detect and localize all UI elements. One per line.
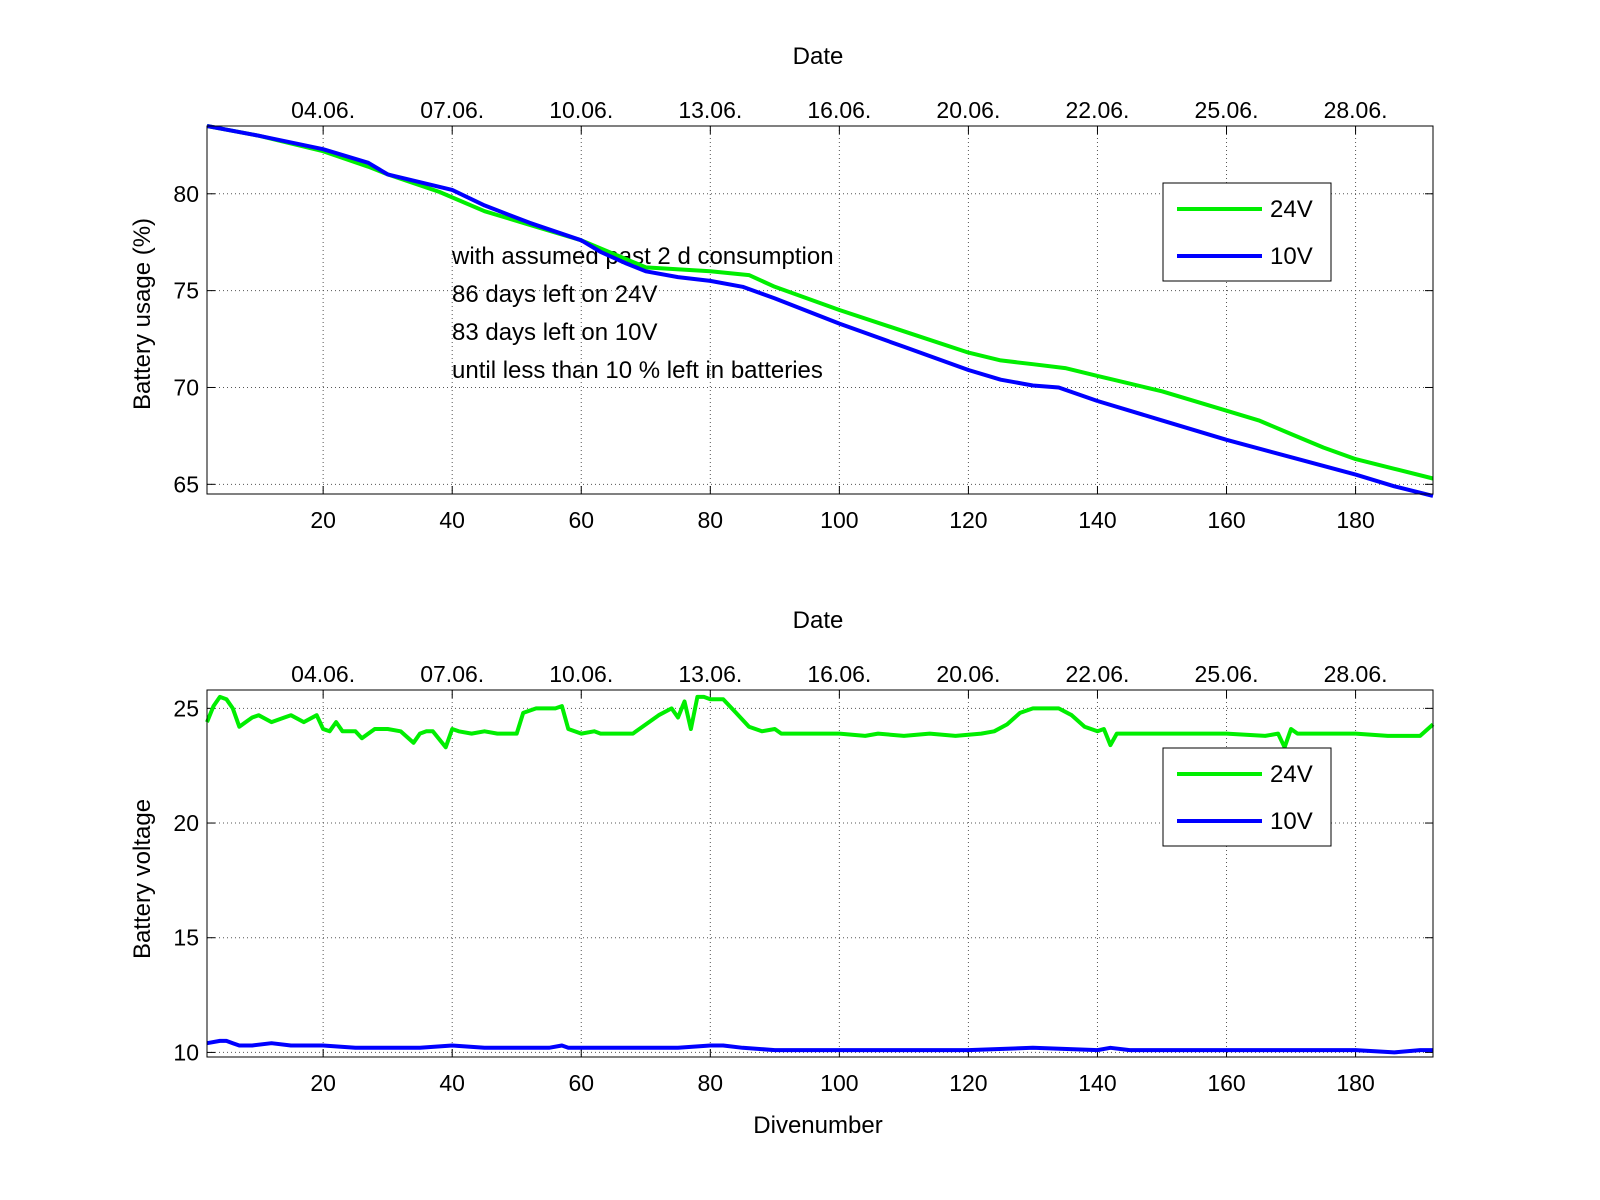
date-tick-label: 25.06. bbox=[1195, 97, 1259, 123]
usage-annotation: with assumed past 2 d consumption 86 day… bbox=[451, 243, 834, 384]
x-tick-label: 40 bbox=[439, 507, 465, 533]
usage-top-xlabel: Date bbox=[793, 43, 844, 70]
legend-label-24v: 24V bbox=[1270, 761, 1313, 788]
x-tick-label: 60 bbox=[568, 1070, 594, 1096]
legend-box bbox=[1162, 182, 1332, 282]
date-tick-label: 25.06. bbox=[1195, 661, 1259, 687]
usage-ylabel: Battery usage (%) bbox=[129, 218, 156, 410]
y-tick-label: 20 bbox=[173, 810, 199, 836]
date-tick-label: 16.06. bbox=[807, 661, 871, 687]
x-tick-label: 120 bbox=[949, 1070, 987, 1096]
x-tick-label: 180 bbox=[1336, 1070, 1374, 1096]
voltage-top-xlabel: Date bbox=[793, 607, 844, 634]
x-tick-label: 20 bbox=[310, 1070, 336, 1096]
date-tick-label: 13.06. bbox=[678, 97, 742, 123]
voltage-panel: Date Divenumber Battery voltage 20 40 60 80… bbox=[129, 607, 1435, 1139]
y-tick-label: 10 bbox=[173, 1039, 199, 1065]
x-tick-label: 40 bbox=[439, 1070, 465, 1096]
date-tick-label: 04.06. bbox=[291, 97, 355, 123]
usage-panel: Date Battery usage (%) with assumed past… bbox=[129, 43, 1434, 533]
x-tick-label: 160 bbox=[1207, 1070, 1245, 1096]
y-tick-label: 15 bbox=[173, 925, 199, 951]
date-tick-label: 28.06. bbox=[1324, 97, 1388, 123]
voltage-legend: 24V 10V bbox=[1162, 747, 1332, 847]
annotation-line: 83 days left on 10V bbox=[452, 319, 657, 346]
axes-box bbox=[206, 689, 1434, 1058]
series-line-10v bbox=[206, 124, 1434, 498]
y-tick-label: 65 bbox=[173, 471, 199, 497]
series-line-24v bbox=[205, 694, 1435, 750]
date-tick-label: 22.06. bbox=[1065, 97, 1129, 123]
series-line-24v bbox=[206, 124, 1434, 481]
plot-area: 20 40 60 80 100 120 140 160 180 10 15 20 25 04.06. 07.… bbox=[173, 661, 1435, 1096]
legend-label-10v: 10V bbox=[1270, 808, 1313, 835]
x-tick-label: 100 bbox=[820, 507, 858, 533]
date-tick-label: 20.06. bbox=[936, 97, 1000, 123]
date-tick-label: 04.06. bbox=[291, 661, 355, 687]
x-tick-label: 100 bbox=[820, 1070, 858, 1096]
date-tick-label: 22.06. bbox=[1065, 661, 1129, 687]
y-tick-label: 25 bbox=[173, 695, 199, 721]
x-tick-label: 180 bbox=[1336, 507, 1374, 533]
voltage-ylabel: Battery voltage bbox=[129, 799, 156, 959]
y-tick-label: 75 bbox=[173, 278, 199, 304]
y-tick-label: 70 bbox=[173, 374, 199, 400]
usage-legend: 24V 10V bbox=[1162, 182, 1332, 282]
x-tick-label: 120 bbox=[949, 507, 987, 533]
voltage-xlabel: Divenumber bbox=[753, 1112, 882, 1139]
annotation-line: 86 days left on 24V bbox=[452, 281, 657, 308]
date-tick-label: 13.06. bbox=[678, 661, 742, 687]
date-tick-label: 20.06. bbox=[936, 661, 1000, 687]
x-tick-label: 60 bbox=[568, 507, 594, 533]
date-tick-label: 10.06. bbox=[549, 661, 613, 687]
legend-label-24v: 24V bbox=[1270, 196, 1313, 223]
x-tick-label: 20 bbox=[310, 507, 336, 533]
x-tick-label: 80 bbox=[698, 507, 724, 533]
axes-box bbox=[206, 125, 1434, 495]
date-tick-label: 10.06. bbox=[549, 97, 613, 123]
y-tick-label: 80 bbox=[173, 181, 199, 207]
date-tick-label: 28.06. bbox=[1324, 661, 1388, 687]
x-tick-label: 160 bbox=[1207, 507, 1245, 533]
date-tick-label: 07.06. bbox=[420, 661, 484, 687]
annotation-line: until less than 10 % left in batteries bbox=[452, 357, 823, 384]
date-tick-label: 16.06. bbox=[807, 97, 871, 123]
x-tick-label: 140 bbox=[1078, 1070, 1116, 1096]
series-line-10v bbox=[206, 1038, 1433, 1055]
x-tick-label: 140 bbox=[1078, 507, 1116, 533]
legend-label-10v: 10V bbox=[1270, 243, 1313, 270]
plot-area: 20 40 60 80 100 120 140 160 180 65 70 75 80 04.06. 07.… bbox=[173, 97, 1434, 533]
legend-box bbox=[1162, 747, 1332, 847]
date-tick-label: 07.06. bbox=[420, 97, 484, 123]
x-tick-label: 80 bbox=[698, 1070, 724, 1096]
